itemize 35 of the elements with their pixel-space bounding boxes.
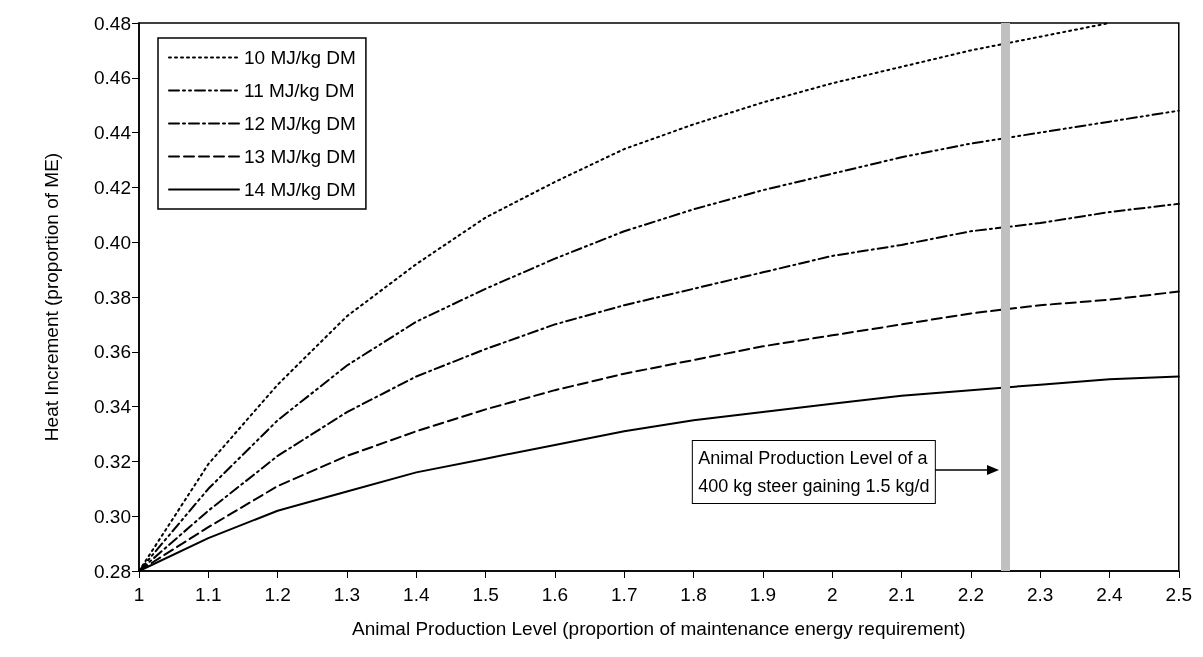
annotation: Animal Production Level of a 400 kg steer gaining 1.5 kg/d: [692, 439, 936, 504]
y-tick-label: 0.46: [94, 67, 131, 89]
x-tick-label: 1.7: [611, 584, 638, 605]
x-tick-label: 2: [826, 584, 838, 605]
y-tick-label: 0.30: [94, 505, 131, 527]
x-tick-label: 2.5: [1165, 584, 1192, 605]
x-tick-label: 1.3: [333, 584, 361, 605]
x-tick-label: 1.8: [680, 584, 707, 605]
y-tick-label: 0.40: [94, 231, 131, 253]
x-tick-label: 1.9: [749, 584, 777, 605]
y-axis-title: Heat Increment (proportion of ME): [41, 152, 62, 442]
y-tick-label: 0.48: [94, 12, 131, 34]
x-tick-label: 2.1: [888, 584, 915, 605]
legend-label: 14 MJ/kg DM: [244, 179, 356, 200]
x-tick-label: 1.1: [195, 584, 222, 605]
x-tick-label: 2.3: [1026, 584, 1054, 605]
x-tick-label: 2.2: [957, 584, 985, 605]
legend-label: 10 MJ/kg DM: [244, 47, 356, 68]
x-tick-label: 1.5: [472, 584, 499, 605]
x-tick-label: 1: [133, 584, 145, 605]
y-tick-label: 0.28: [94, 560, 131, 582]
x-tick-label: 1.6: [541, 584, 569, 605]
x-tick-label: 1.4: [403, 584, 430, 605]
y-tick-label: 0.38: [94, 286, 131, 308]
y-tick-label: 0.44: [94, 122, 132, 144]
legend-label: 13 MJ/kg DM: [244, 146, 356, 167]
legend-label: 11 MJ/kg DM: [244, 80, 355, 101]
x-tick-label: 1.2: [264, 584, 291, 605]
y-tick-label: 0.32: [94, 450, 131, 472]
y-tick-label: 0.42: [94, 176, 131, 198]
x-tick-label: 2.4: [1096, 584, 1124, 605]
x-axis-title: Animal Production Level (proportion of maintenance energy requirement): [352, 618, 966, 639]
y-tick-label: 0.34: [94, 396, 132, 418]
legend-label: 12 MJ/kg DM: [244, 113, 356, 134]
y-tick-label: 0.36: [94, 341, 131, 363]
